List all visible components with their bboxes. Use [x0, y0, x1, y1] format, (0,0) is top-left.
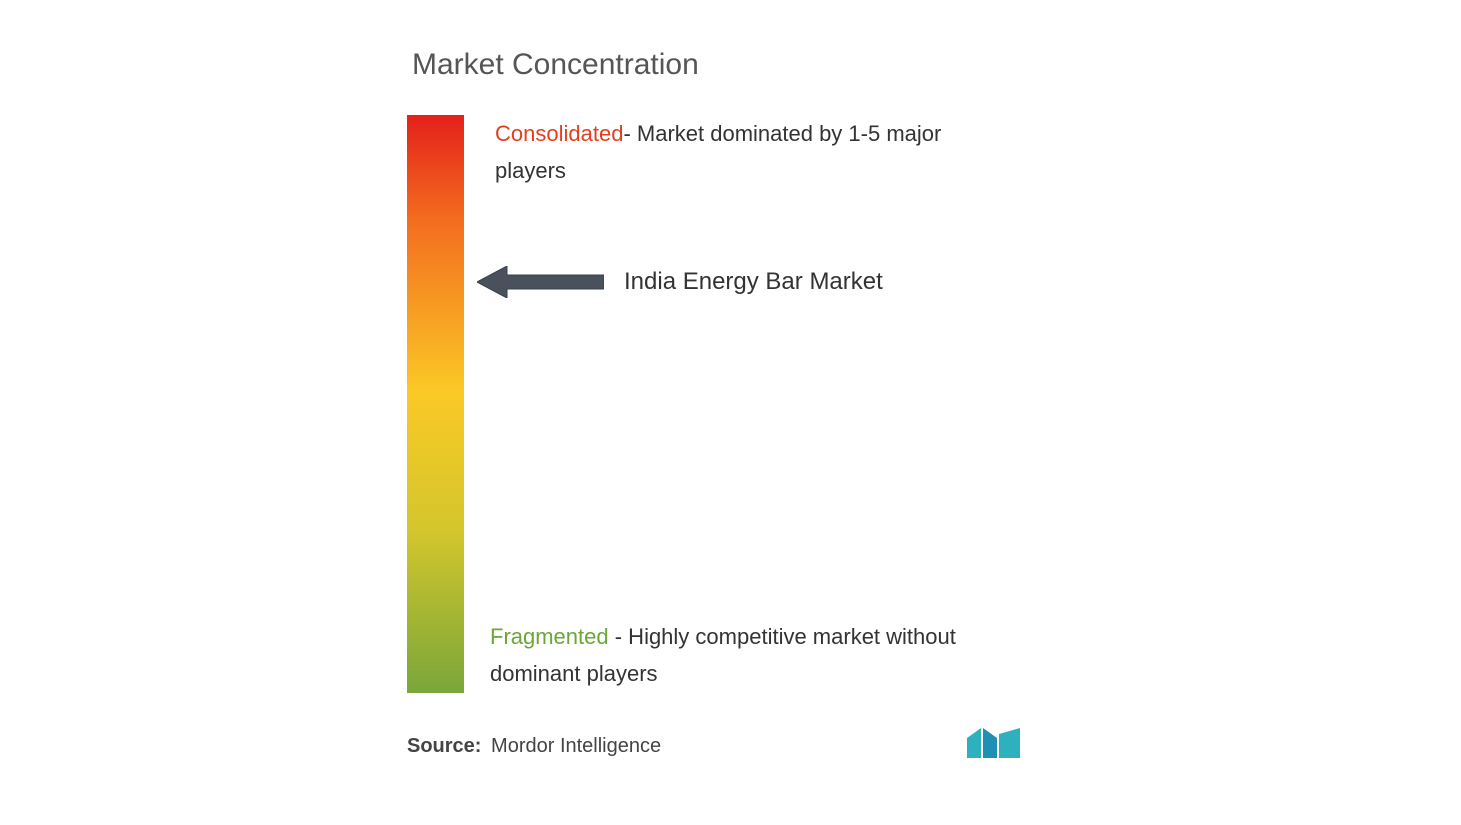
market-name-label: India Energy Bar Market	[624, 268, 883, 296]
source-value: Mordor Intelligence	[491, 735, 661, 757]
arrow-left-icon	[477, 266, 604, 298]
fragmented-description: Fragmented - Highly competitive market w…	[490, 618, 960, 693]
diagram-container: Market Concentration Consolidated- Marke…	[0, 0, 1461, 825]
consolidated-label: Consolidated	[495, 121, 623, 146]
market-marker: India Energy Bar Market	[477, 266, 883, 298]
source-label: Source:	[407, 735, 481, 757]
mordor-logo-icon	[967, 728, 1020, 758]
chart-title: Market Concentration	[412, 48, 699, 82]
gradient-scale-bar	[407, 115, 464, 693]
consolidated-description: Consolidated- Market dominated by 1-5 ma…	[495, 115, 945, 190]
brand-logo	[967, 728, 1020, 763]
source-attribution: Source: Mordor Intelligence	[407, 735, 661, 758]
fragmented-label: Fragmented	[490, 624, 609, 649]
